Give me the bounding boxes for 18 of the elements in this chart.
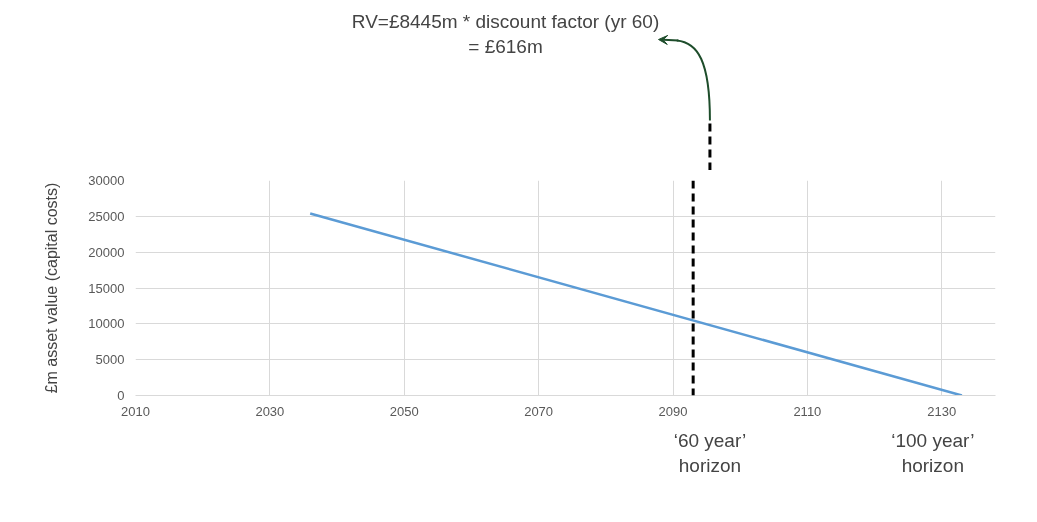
text: RV=£8445m * discount factor (yr 60) = £616m: [351, 10, 660, 57]
y-tick-label: 5000: [95, 352, 125, 368]
y-tick-label: 20000: [88, 244, 125, 260]
x-tick-label: 2070: [524, 403, 554, 419]
text: ‘100 year’ horizon: [891, 429, 975, 476]
x-tick-label: 2010: [121, 403, 150, 419]
x-tick-label: 2090: [658, 403, 688, 419]
x-tick-label: 2050: [389, 403, 419, 419]
y-axis-title: £m asset value (capital costs): [43, 182, 61, 394]
text: ‘60 year’ horizon: [673, 429, 747, 476]
x-tick-label: 2110: [793, 403, 822, 419]
x-tick-label: 2130: [927, 403, 957, 419]
x-tick-label: 2030: [255, 403, 285, 419]
y-tick-label: 10000: [88, 316, 125, 332]
y-tick-label: 15000: [88, 280, 125, 296]
y-tick-label: 30000: [88, 173, 125, 188]
y-tick-label: 25000: [88, 208, 125, 224]
y-tick-label: 0: [117, 388, 125, 403]
